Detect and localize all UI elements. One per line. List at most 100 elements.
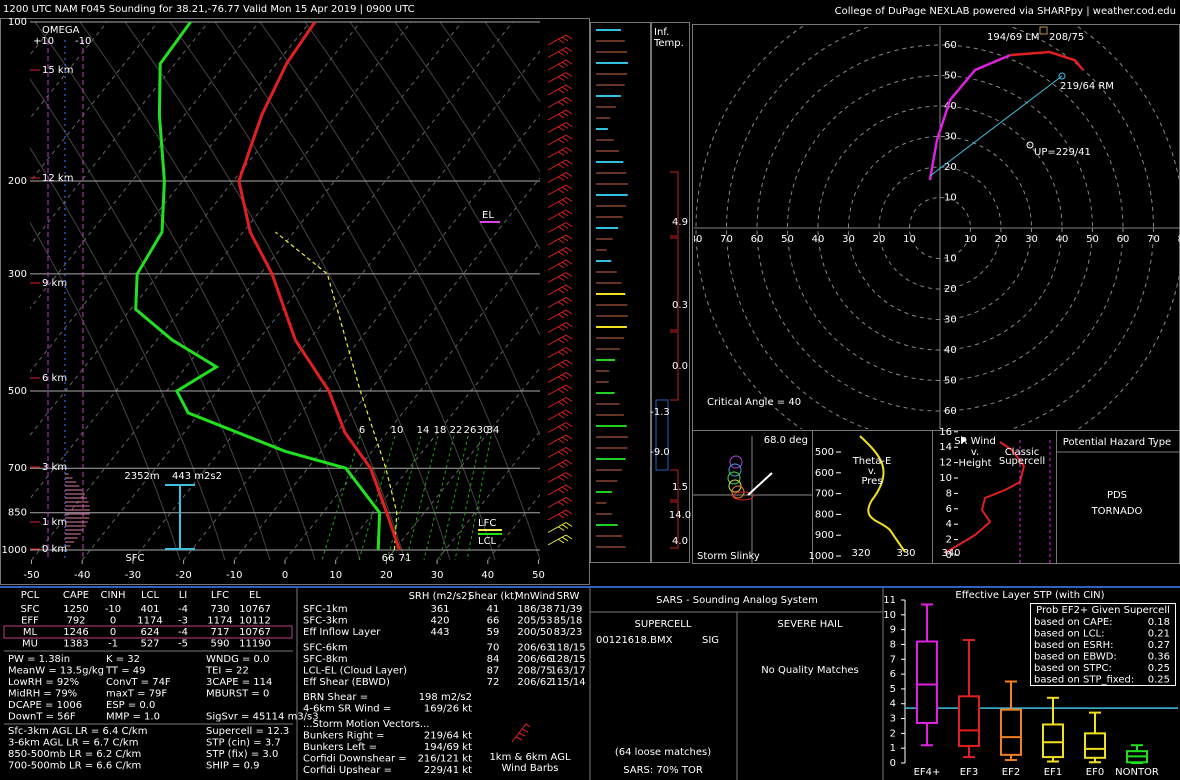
sfc-label: SFC bbox=[125, 553, 144, 564]
mixing-ratio-line bbox=[386, 435, 422, 561]
isotherm bbox=[386, 367, 540, 560]
theta-e-t-label: 330 bbox=[896, 548, 915, 559]
prob-value: 0.21 bbox=[1148, 629, 1170, 640]
sr-wind-title: SR Wind bbox=[954, 436, 996, 447]
wind-barb bbox=[547, 397, 573, 408]
eff-inflow-bar bbox=[165, 484, 195, 550]
prob-value: 0.18 bbox=[1148, 617, 1170, 628]
parcel-cell: 1174 bbox=[207, 616, 232, 627]
critical-angle: Critical Angle = 40 bbox=[707, 397, 801, 408]
parcel-cell: 1383 bbox=[63, 639, 88, 650]
wind-barb bbox=[547, 309, 573, 321]
theta-e-tick-label: 900 bbox=[815, 530, 834, 541]
prob-table-frame bbox=[1030, 603, 1176, 686]
hodo-ring-label: 30 bbox=[944, 132, 957, 143]
index: PW = 1.38in bbox=[8, 654, 70, 665]
height-label: 3 km bbox=[42, 462, 67, 473]
parcel-header: CINH bbox=[101, 590, 126, 601]
sr-wind-tick-label: 2 bbox=[946, 535, 952, 546]
kin-label: BRN Shear = bbox=[303, 692, 368, 703]
index: MidRH = 79% bbox=[8, 689, 77, 700]
isotherm bbox=[30, 22, 361, 436]
kin-value: 66 bbox=[487, 616, 500, 627]
index: DCAPE = 1006 bbox=[8, 700, 82, 711]
stp-tick-label: 11 bbox=[883, 595, 896, 606]
stp-category: EF1 bbox=[1044, 767, 1062, 778]
kin-value: 71/39 bbox=[554, 604, 583, 615]
index: MeanW = 13.5g/kg bbox=[8, 666, 104, 677]
lapse-rate: Sfc-3km AGL LR = 6.4 C/km bbox=[8, 726, 147, 737]
parcel-cell: 10767 bbox=[239, 604, 271, 615]
wind-barb bbox=[547, 347, 573, 358]
wind-barb bbox=[547, 197, 573, 208]
kin-label: SFC-8km bbox=[303, 654, 348, 665]
hodo-ring-label: 10 bbox=[944, 254, 957, 265]
theta-e-profile bbox=[859, 435, 906, 553]
stp-title: Effective Layer STP (with CIN) bbox=[955, 590, 1104, 601]
slinky-title: Storm Slinky bbox=[697, 551, 760, 562]
parcel-cell: 1250 bbox=[63, 604, 88, 615]
kin-value: 205/53 bbox=[517, 616, 552, 627]
parcel-cell: 10767 bbox=[239, 627, 271, 638]
hodo-ring-label: 10 bbox=[964, 234, 977, 245]
hodo-ring-label: 20 bbox=[995, 234, 1008, 245]
kin-value: 84 bbox=[487, 654, 500, 665]
stp-box bbox=[1042, 723, 1064, 759]
hodo-ring-label: 20 bbox=[873, 234, 886, 245]
parcel-cell: 730 bbox=[210, 604, 229, 615]
kin-header: SRW bbox=[557, 591, 580, 602]
isotherm bbox=[233, 177, 540, 560]
kin-value: 85/18 bbox=[554, 616, 583, 627]
isotherm bbox=[792, 22, 1180, 560]
kin-label: Eff Inflow Layer bbox=[303, 627, 381, 638]
frames bbox=[0, 18, 1180, 780]
sr-wind-title: v. bbox=[971, 447, 979, 458]
title: 1200 UTC NAM F045 Sounding for 38.21,-76… bbox=[3, 4, 415, 15]
stp-box bbox=[1084, 732, 1106, 759]
mixing-ratio-label: 30 bbox=[477, 425, 490, 436]
theta-e-tick-label: 700 bbox=[815, 489, 834, 500]
kin-label: Eff Shear (EBWD) bbox=[303, 677, 390, 688]
stp-box bbox=[916, 640, 938, 724]
stp-tick-label: 7 bbox=[890, 654, 896, 665]
index: MMP = 1.0 bbox=[106, 712, 160, 723]
sars-hail-result: No Quality Matches bbox=[761, 665, 859, 676]
temp-tick-label: -20 bbox=[175, 570, 191, 581]
wind-barb bbox=[547, 459, 573, 471]
inf-temp-value: 14.0 bbox=[669, 510, 691, 521]
hazard-title: Potential Hazard Type bbox=[1063, 437, 1171, 448]
isotherm bbox=[436, 430, 540, 560]
motion-value: 194/69 kt bbox=[424, 742, 472, 753]
motion-label: Bunkers Left = bbox=[303, 742, 377, 753]
hodo-trace bbox=[1010, 50, 1084, 71]
parcel-cell: 0 bbox=[110, 616, 116, 627]
wind-barb bbox=[547, 147, 573, 158]
kin-value: 72 bbox=[487, 677, 500, 688]
kin-value: 443 bbox=[430, 627, 449, 638]
height-label: 12 km bbox=[42, 173, 73, 184]
omega-tick: -10 bbox=[75, 36, 91, 47]
parcel-cell: 0 bbox=[110, 627, 116, 638]
index: DownT = 56F bbox=[8, 712, 76, 723]
dry-adiabat bbox=[79, 22, 361, 560]
dry-adiabat bbox=[394, 22, 540, 251]
kin-value: 208/75 bbox=[517, 666, 552, 677]
pressure-tick-label: 200 bbox=[8, 176, 27, 187]
stp-tick-label: 8 bbox=[890, 639, 896, 650]
dewpoint-profile bbox=[134, 22, 382, 551]
el-label: EL bbox=[482, 210, 494, 221]
wind-barb bbox=[547, 334, 573, 346]
wind-barb bbox=[547, 409, 573, 421]
kin-value: 118/15 bbox=[550, 643, 585, 654]
dry-adiabat bbox=[30, 147, 226, 560]
wind-barb bbox=[547, 447, 573, 458]
mixing-ratio-line bbox=[321, 435, 361, 561]
hodo-ring-label: 40 bbox=[812, 234, 825, 245]
kin-value: 198 m2/s2 bbox=[419, 692, 472, 703]
sr-wind-tick-label: 12 bbox=[939, 458, 952, 469]
barb-note: 1km & 6km AGL bbox=[489, 752, 571, 763]
prob-label: based on EBWD: bbox=[1034, 652, 1117, 663]
stp-tick-label: 2 bbox=[890, 728, 896, 739]
kin-value: 70 bbox=[487, 643, 500, 654]
